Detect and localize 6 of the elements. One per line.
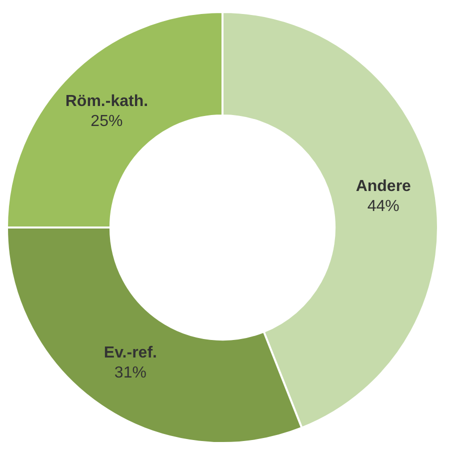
data-label: 31% xyxy=(114,364,146,382)
slice-label: Röm.-kath. xyxy=(65,93,148,110)
slice-label: Ev.-ref. xyxy=(104,344,157,362)
data-label: 44% xyxy=(367,198,400,216)
data-label: 25% xyxy=(90,113,123,130)
slice-label: Andere xyxy=(356,178,412,196)
